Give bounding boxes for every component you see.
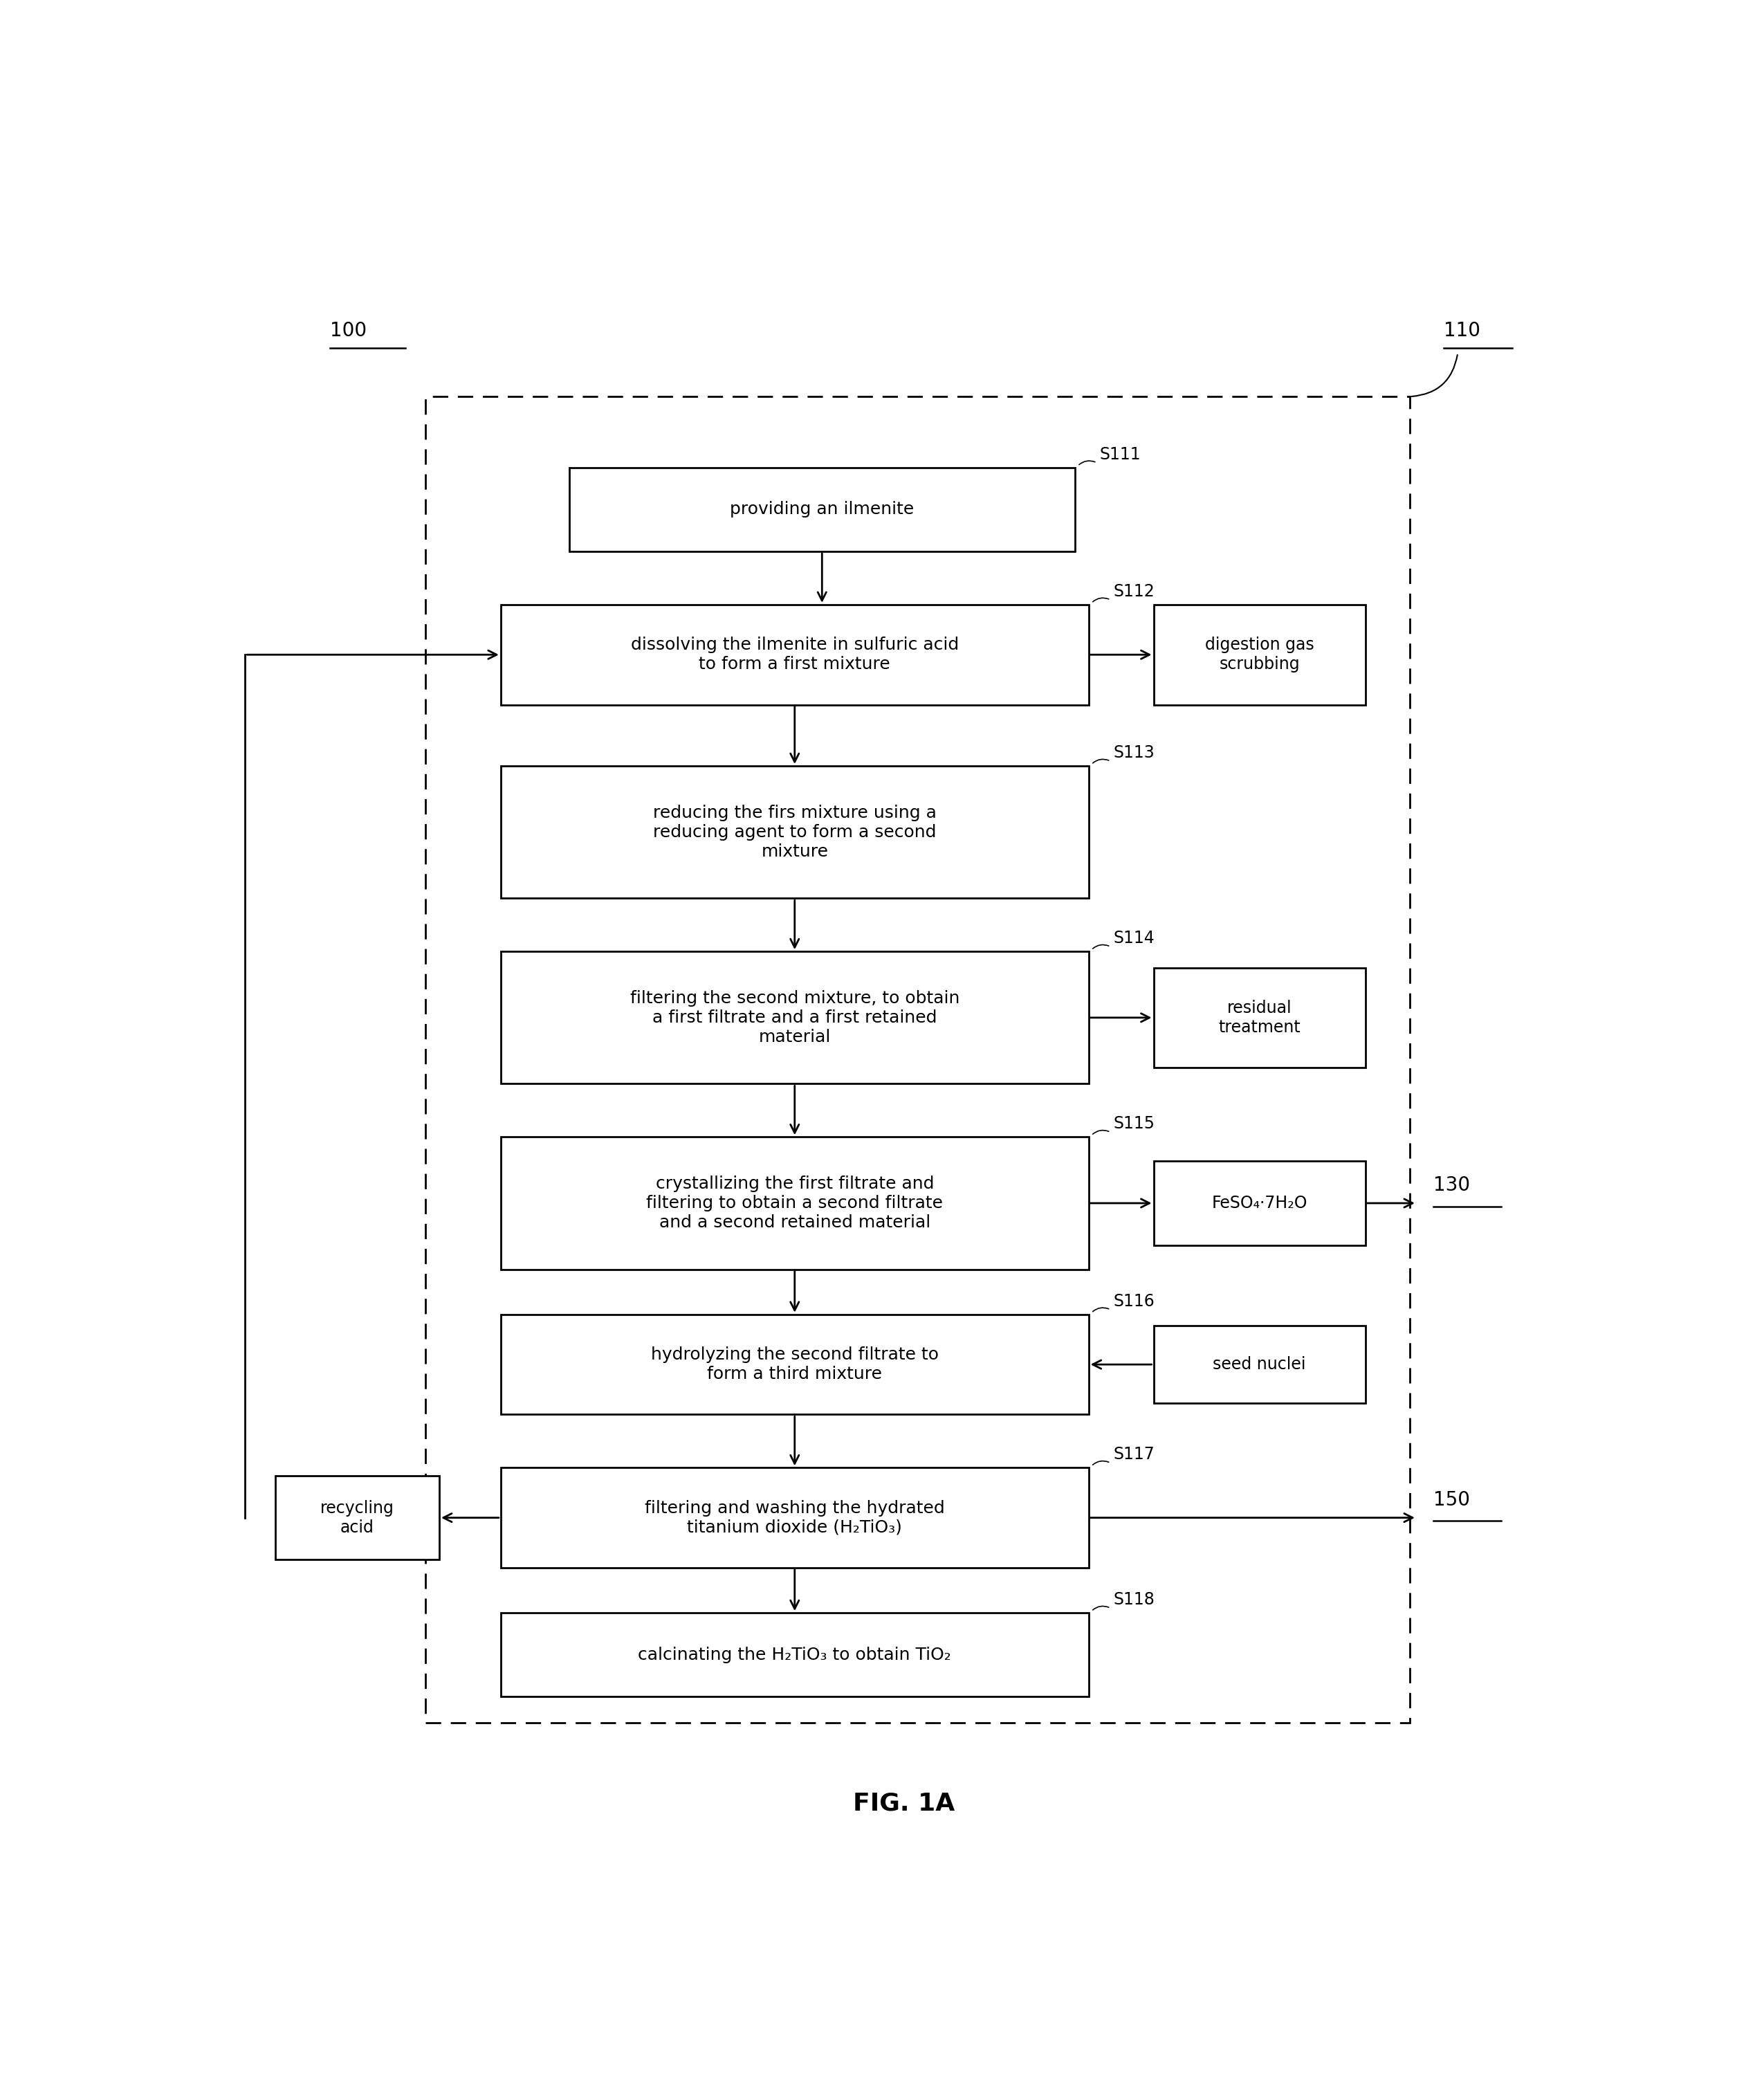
FancyBboxPatch shape	[1154, 968, 1365, 1068]
FancyBboxPatch shape	[501, 767, 1088, 899]
Text: hydrolyzing the second filtrate to
form a third mixture: hydrolyzing the second filtrate to form …	[651, 1347, 938, 1383]
Text: 130: 130	[1432, 1175, 1469, 1194]
Text: reducing the firs mixture using a
reducing agent to form a second
mixture: reducing the firs mixture using a reduci…	[653, 804, 937, 859]
Text: FIG. 1A: FIG. 1A	[854, 1791, 954, 1814]
Text: crystallizing the first filtrate and
filtering to obtain a second filtrate
and a: crystallizing the first filtrate and fil…	[646, 1175, 944, 1230]
Text: S111: S111	[1099, 446, 1141, 463]
FancyBboxPatch shape	[1154, 605, 1365, 704]
Text: seed nuclei: seed nuclei	[1214, 1355, 1305, 1372]
Text: FeSO₄·7H₂O: FeSO₄·7H₂O	[1212, 1194, 1307, 1211]
Text: S112: S112	[1113, 582, 1155, 599]
FancyBboxPatch shape	[1154, 1326, 1365, 1404]
FancyBboxPatch shape	[501, 1613, 1088, 1697]
FancyBboxPatch shape	[501, 1138, 1088, 1270]
Text: S114: S114	[1113, 930, 1155, 947]
Text: S113: S113	[1113, 744, 1155, 760]
Text: dissolving the ilmenite in sulfuric acid
to form a first mixture: dissolving the ilmenite in sulfuric acid…	[632, 637, 958, 672]
FancyBboxPatch shape	[501, 951, 1088, 1083]
FancyBboxPatch shape	[501, 1314, 1088, 1414]
Text: S115: S115	[1113, 1115, 1155, 1131]
FancyBboxPatch shape	[275, 1475, 439, 1559]
Text: 110: 110	[1445, 321, 1480, 339]
FancyBboxPatch shape	[570, 467, 1074, 551]
Text: 100: 100	[330, 321, 367, 339]
FancyBboxPatch shape	[1154, 1161, 1365, 1244]
Text: S118: S118	[1113, 1592, 1155, 1609]
Text: calcinating the H₂TiO₃ to obtain TiO₂: calcinating the H₂TiO₃ to obtain TiO₂	[639, 1647, 951, 1663]
Text: 150: 150	[1432, 1490, 1469, 1510]
Text: S117: S117	[1113, 1446, 1155, 1462]
FancyBboxPatch shape	[501, 605, 1088, 704]
Text: filtering and washing the hydrated
titanium dioxide (H₂TiO₃): filtering and washing the hydrated titan…	[644, 1500, 946, 1536]
Text: residual
treatment: residual treatment	[1219, 999, 1300, 1035]
Text: filtering the second mixture, to obtain
a first filtrate and a first retained
ma: filtering the second mixture, to obtain …	[630, 991, 960, 1045]
Text: recycling
acid: recycling acid	[321, 1500, 393, 1536]
FancyBboxPatch shape	[501, 1469, 1088, 1567]
Text: providing an ilmenite: providing an ilmenite	[730, 501, 914, 517]
Text: digestion gas
scrubbing: digestion gas scrubbing	[1205, 637, 1314, 672]
Text: S116: S116	[1113, 1293, 1155, 1309]
